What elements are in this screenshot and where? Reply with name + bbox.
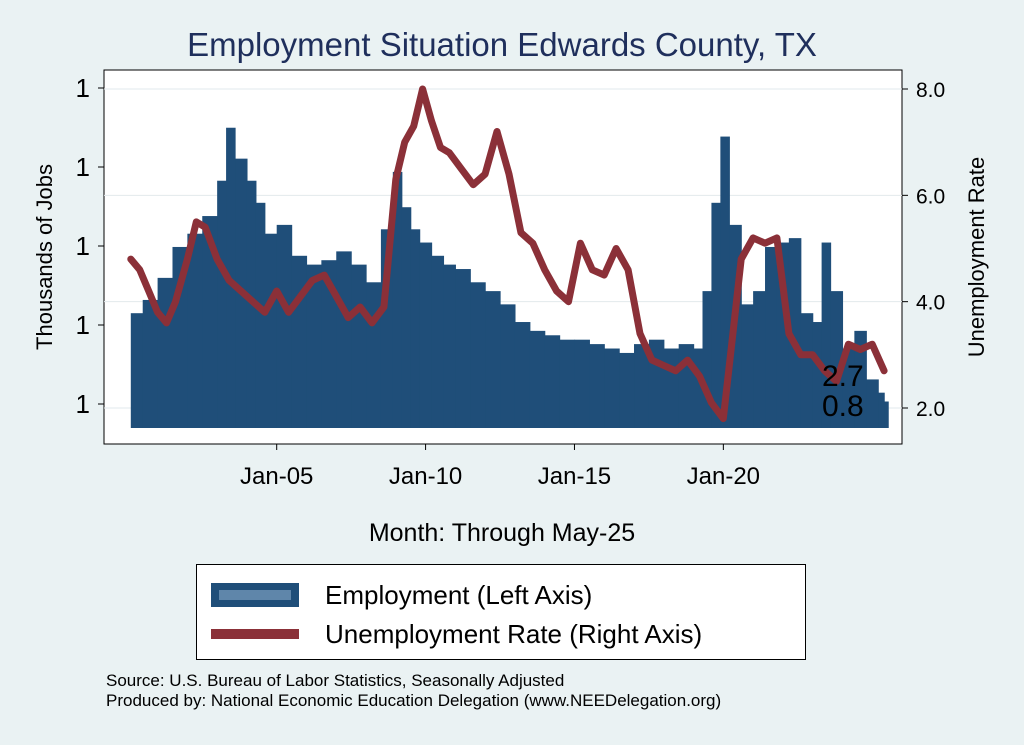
y-right-tick-label: 6.0 bbox=[916, 185, 945, 208]
employment-bar bbox=[443, 264, 456, 428]
employment-bar bbox=[800, 313, 814, 428]
employment-bar bbox=[485, 291, 501, 428]
y-left-tick-label: 1 bbox=[76, 310, 90, 340]
employment-bar bbox=[255, 202, 266, 428]
employment-bar bbox=[187, 233, 203, 428]
source-notes: Source: U.S. Bureau of Labor Statistics,… bbox=[106, 671, 721, 711]
x-axis-label: Month: Through May-25 bbox=[368, 519, 636, 547]
employment-bar bbox=[866, 379, 879, 428]
employment-bar bbox=[693, 348, 704, 428]
y-left-tick-label: 1 bbox=[76, 73, 90, 103]
employment-bar bbox=[130, 313, 144, 428]
employment-bar bbox=[753, 291, 766, 428]
employment-bar bbox=[711, 202, 721, 428]
unemployment-line bbox=[127, 85, 888, 423]
employment-bar bbox=[788, 238, 802, 428]
employment-bar bbox=[842, 348, 855, 428]
employment-bar bbox=[589, 344, 605, 428]
x-tick-label: Jan-20 bbox=[687, 463, 760, 490]
y-right-tick-label: 4.0 bbox=[916, 292, 945, 315]
employment-bar bbox=[663, 348, 680, 428]
y-right-tick-label: 2.0 bbox=[916, 398, 945, 421]
employment-bar bbox=[321, 260, 337, 428]
employment-bar bbox=[529, 330, 546, 428]
employment-bar bbox=[604, 348, 620, 428]
y-left-tick-label: 1 bbox=[76, 152, 90, 182]
chart-title: Employment Situation Edwards County, TX bbox=[187, 26, 817, 63]
employment-bar bbox=[217, 180, 227, 428]
employment-swatch-icon bbox=[211, 583, 299, 607]
produced-by-line: Produced by: National Economic Education… bbox=[106, 691, 722, 710]
end-label-employment: 0.8 bbox=[822, 390, 864, 423]
employment-bar bbox=[821, 242, 832, 428]
employment-bar bbox=[431, 255, 445, 428]
employment-bar bbox=[765, 246, 778, 428]
unemployment-swatch-icon bbox=[211, 629, 299, 639]
legend: Employment (Left Axis) Unemployment Rate… bbox=[196, 564, 806, 660]
employment-bar bbox=[470, 282, 486, 428]
employment-bar bbox=[157, 277, 174, 428]
employment-bar bbox=[574, 339, 590, 428]
employment-bar bbox=[455, 269, 471, 428]
employment-bar bbox=[291, 255, 308, 428]
employment-bar bbox=[812, 322, 823, 428]
legend-item-unemployment: Unemployment Rate (Right Axis) bbox=[211, 616, 702, 652]
y-left-tick-label: 1 bbox=[76, 389, 90, 419]
legend-label-unemployment: Unemployment Rate (Right Axis) bbox=[325, 618, 703, 649]
employment-bar bbox=[514, 322, 531, 428]
legend-label-employment: Employment (Left Axis) bbox=[325, 579, 593, 610]
employment-bar bbox=[351, 264, 367, 428]
x-tick-label: Jan-10 bbox=[389, 463, 462, 490]
employment-bar bbox=[854, 330, 867, 428]
employment-bar bbox=[306, 264, 322, 428]
employment-bar bbox=[544, 335, 561, 428]
employment-bar bbox=[276, 224, 293, 428]
employment-bar bbox=[634, 344, 650, 428]
employment-bar bbox=[619, 352, 635, 428]
employment-bar bbox=[410, 229, 421, 428]
employment-bar bbox=[720, 136, 730, 429]
employment-bar bbox=[392, 171, 403, 428]
employment-bar bbox=[202, 216, 218, 428]
employment-bar bbox=[878, 392, 885, 428]
employment-bar bbox=[500, 304, 516, 428]
employment-bar bbox=[264, 233, 278, 428]
employment-bar bbox=[741, 304, 754, 428]
employment-bar bbox=[366, 282, 382, 428]
y-left-tick-label: 1 bbox=[76, 231, 90, 261]
employment-bar bbox=[884, 401, 889, 428]
employment-bar bbox=[678, 344, 695, 428]
employment-bar bbox=[336, 251, 352, 428]
employment-bar bbox=[702, 291, 713, 428]
employment-bar bbox=[419, 242, 433, 428]
employment-bar bbox=[401, 207, 412, 428]
employment-bar bbox=[142, 299, 159, 428]
legend-item-employment: Employment (Left Axis) bbox=[211, 577, 592, 613]
employment-bar bbox=[830, 291, 844, 428]
source-line: Source: U.S. Bureau of Labor Statistics,… bbox=[106, 671, 565, 690]
x-tick-label: Jan-05 bbox=[240, 463, 313, 490]
employment-bar bbox=[559, 339, 576, 428]
y-right-axis-label: Unemployment Rate bbox=[964, 157, 989, 358]
end-label-unemployment: 2.7 bbox=[822, 360, 864, 393]
x-tick-label: Jan-15 bbox=[538, 463, 611, 490]
y-left-axis-label: Thousands of Jobs bbox=[32, 164, 57, 350]
y-right-tick-label: 8.0 bbox=[916, 79, 945, 102]
